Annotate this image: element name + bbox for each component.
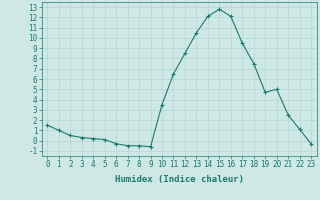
X-axis label: Humidex (Indice chaleur): Humidex (Indice chaleur) bbox=[115, 175, 244, 184]
